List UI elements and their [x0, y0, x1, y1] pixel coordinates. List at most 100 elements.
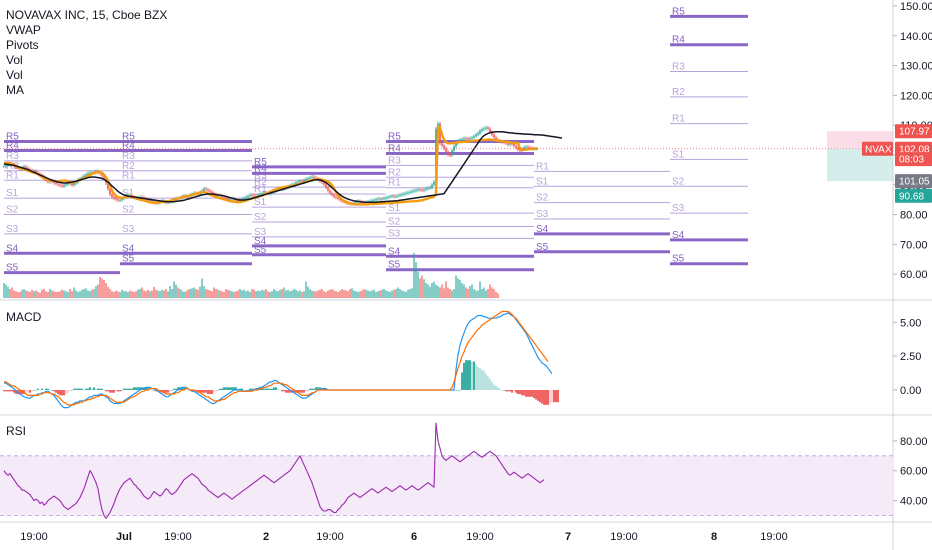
- volume-bar: [111, 291, 113, 298]
- volume-bar: [485, 290, 487, 298]
- time-tick-label: 19:00: [610, 531, 638, 543]
- volume-bar: [27, 291, 29, 298]
- volume-bar: [403, 291, 405, 298]
- volume-bar: [79, 291, 81, 298]
- volume-bar: [133, 292, 135, 298]
- macd-hist-bar: [139, 387, 141, 390]
- macd-hist-bar: [287, 389, 289, 393]
- rsi-tick-label: 80.00: [900, 436, 928, 448]
- volume-bar: [273, 289, 275, 298]
- volume-bar: [299, 290, 301, 298]
- macd-hist-bar: [81, 388, 83, 390]
- volume-bar: [391, 290, 393, 298]
- candle-body: [103, 175, 105, 179]
- macd-hist-bar: [549, 389, 551, 404]
- price-tick-label: 80.00: [900, 210, 928, 222]
- volume-bar: [19, 292, 21, 298]
- volume-bar: [143, 290, 145, 298]
- macd-hist-bar: [95, 388, 97, 390]
- volume-bar: [203, 286, 205, 298]
- macd-hist-bar: [239, 388, 241, 390]
- pivot-label-r4: R4: [388, 143, 401, 154]
- macd-hist-bar: [509, 389, 511, 392]
- candle-body: [387, 196, 389, 198]
- legend-item-vwap[interactable]: VWAP: [6, 23, 41, 37]
- candle-body: [121, 198, 123, 200]
- volume-bar: [39, 292, 41, 298]
- candle-body: [461, 139, 463, 140]
- macd-hist-bar: [69, 389, 71, 392]
- price-tick-label: 70.00: [900, 239, 928, 251]
- volume-bar: [375, 292, 377, 298]
- time-tick-label: 2: [263, 531, 269, 543]
- candle-body: [381, 198, 383, 200]
- volume-bar: [461, 283, 463, 298]
- price-axis: 60.0070.0080.0090.00100.00110.00120.0013…: [893, 1, 932, 281]
- volume-bar: [225, 289, 227, 298]
- candle-body: [65, 184, 67, 186]
- volume-bar: [321, 289, 323, 298]
- volume-bar: [249, 292, 251, 298]
- candle-body: [117, 199, 119, 201]
- volume-bar: [95, 286, 97, 298]
- volume-bar: [295, 289, 297, 298]
- macd-hist-bar: [75, 388, 77, 390]
- volume-bar: [187, 289, 189, 298]
- candle-body: [407, 192, 409, 194]
- macd-hist-bar: [55, 389, 57, 393]
- volume-bar: [87, 290, 89, 298]
- candle-body: [55, 182, 57, 184]
- volume-bar: [429, 286, 431, 298]
- candle-body: [107, 183, 109, 190]
- macd-hist-bar: [473, 361, 475, 390]
- macd-hist-bar: [469, 360, 471, 390]
- volume-bar: [285, 290, 287, 298]
- volume-bar: [353, 290, 355, 298]
- candle-body: [325, 184, 327, 188]
- volume-bar: [411, 288, 413, 298]
- pivot-label-s4: S4: [6, 243, 19, 254]
- volume-bar: [179, 289, 181, 298]
- candle-body: [247, 196, 249, 197]
- candle-body: [237, 200, 239, 202]
- pivot-label-r2: R2: [122, 161, 135, 172]
- legend: NOVAVAX INC, 15, Cboe BZX VWAP Pivots Vo…: [6, 8, 167, 98]
- volume-bar: [191, 288, 193, 298]
- macd-hist-bar: [271, 388, 273, 390]
- macd-hist-bar: [83, 389, 85, 391]
- macd-hist-bar: [225, 387, 227, 390]
- macd-hist-bar: [505, 389, 507, 392]
- macd-hist-bar: [285, 389, 287, 393]
- volume-bar: [215, 289, 217, 298]
- macd-hist-bar: [243, 389, 245, 391]
- candle-body: [305, 179, 307, 180]
- macd-hist-bar: [499, 388, 501, 390]
- pivot-label-r4: R4: [672, 35, 685, 46]
- candle-body: [373, 199, 375, 201]
- candle-body: [27, 168, 29, 170]
- pivot-label-r1: R1: [122, 170, 135, 181]
- price-tick-label: 60.00: [900, 269, 928, 281]
- volume-bar: [233, 292, 235, 298]
- legend-item-ma[interactable]: MA: [6, 83, 24, 97]
- volume-bar: [451, 290, 453, 298]
- legend-item-vol-2[interactable]: Vol: [6, 68, 23, 82]
- candle-body: [417, 189, 419, 191]
- candle-body: [211, 191, 213, 194]
- macd-tick-label: 5.00: [900, 317, 921, 329]
- volume-bar: [181, 290, 183, 298]
- volume-bar: [229, 290, 231, 298]
- rsi-pane-title: RSI: [6, 424, 27, 438]
- legend-item-vol[interactable]: Vol: [6, 53, 23, 67]
- pivot-label-r4: R4: [122, 140, 135, 151]
- macd-hist-bar: [181, 387, 183, 390]
- pivot-label-r3: R3: [254, 170, 267, 181]
- volume-bar: [29, 292, 31, 298]
- legend-item-pivots[interactable]: Pivots: [6, 38, 39, 52]
- price-tick-label: 150.00: [900, 1, 932, 13]
- pivot-label-r1: R1: [388, 178, 401, 189]
- volume-bar: [239, 289, 241, 298]
- time-tick-label: 19:00: [20, 531, 48, 543]
